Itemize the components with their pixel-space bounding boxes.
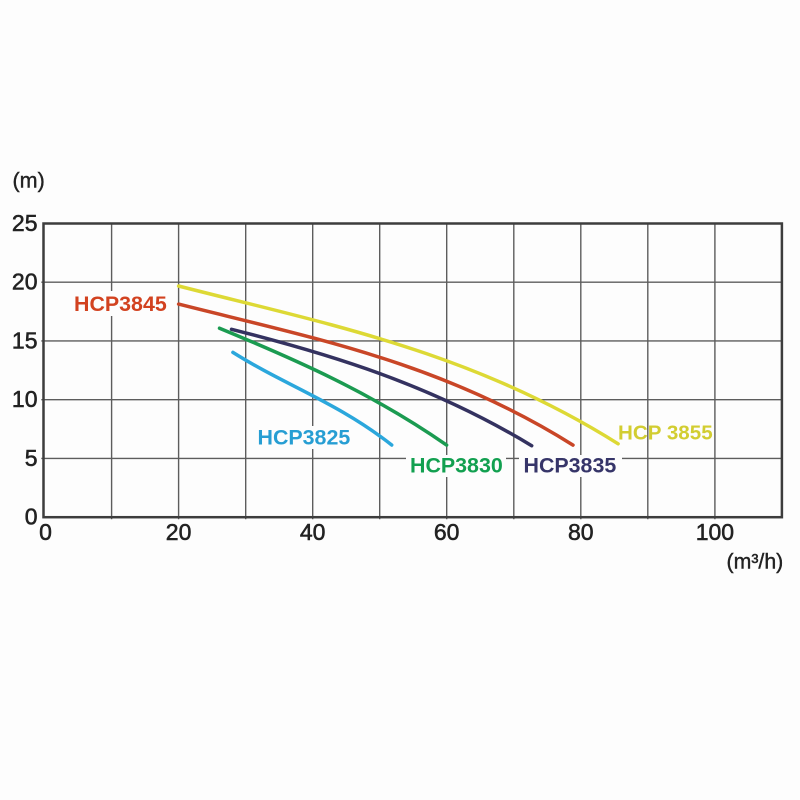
- svg-text:10: 10: [12, 386, 38, 412]
- svg-text:40: 40: [300, 519, 326, 545]
- svg-text:HCP3845: HCP3845: [74, 292, 167, 316]
- svg-text:0: 0: [39, 519, 52, 545]
- svg-text:HCP3825: HCP3825: [258, 426, 351, 450]
- svg-text:25: 25: [12, 210, 38, 236]
- svg-text:HCP3835: HCP3835: [524, 453, 617, 477]
- svg-text:80: 80: [568, 519, 594, 545]
- svg-text:20: 20: [12, 269, 38, 295]
- svg-text:(m³/h): (m³/h): [727, 550, 784, 574]
- svg-text:0: 0: [25, 504, 38, 530]
- svg-text:15: 15: [12, 327, 38, 353]
- svg-text:(m): (m): [13, 169, 45, 193]
- svg-text:20: 20: [166, 519, 192, 545]
- svg-text:HCP 3855: HCP 3855: [618, 422, 713, 445]
- svg-text:100: 100: [696, 519, 734, 545]
- svg-text:60: 60: [434, 519, 460, 545]
- svg-text:HCP3830: HCP3830: [410, 453, 503, 477]
- svg-text:5: 5: [25, 445, 38, 471]
